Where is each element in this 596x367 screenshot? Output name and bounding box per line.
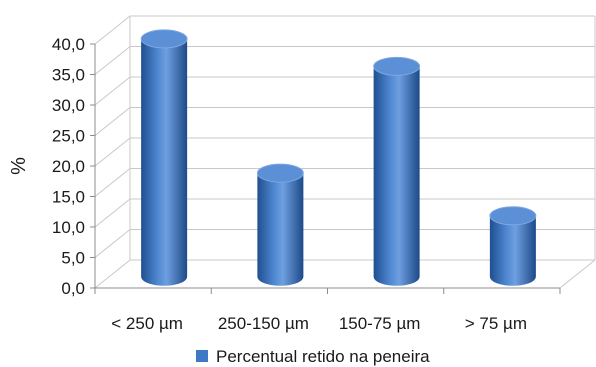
y-tick-label: 15,0 [52, 188, 85, 207]
bar-body [141, 38, 188, 286]
legend: Percentual retido na peneira [196, 347, 430, 366]
grid-line-diagonal [94, 198, 131, 228]
x-category-label: 150-75 µm [339, 314, 421, 333]
y-tick-label: 20,0 [52, 157, 85, 176]
floor-edge [559, 259, 596, 289]
y-tick-label: 5,0 [61, 249, 85, 268]
bar-top [489, 206, 537, 226]
grid-line-diagonal [94, 229, 131, 258]
x-category-label: > 75 µm [465, 314, 527, 333]
bar-top [373, 56, 421, 76]
bar [373, 56, 421, 286]
legend-swatch [196, 350, 208, 362]
grid-line-diagonal [94, 137, 131, 167]
y-tick-label: 40,0 [52, 35, 85, 54]
bar [489, 206, 537, 286]
bars [140, 29, 537, 286]
bar [140, 29, 188, 286]
bar-top [256, 163, 304, 183]
grid-line-diagonal [94, 76, 131, 106]
y-tick-label: 0,0 [61, 279, 85, 298]
x-axis-categories: < 250 µm 250-150 µm 150-75 µm > 75 µm [111, 314, 527, 333]
x-category-label: < 250 µm [111, 314, 183, 333]
bar-body [489, 215, 536, 286]
bar-body [373, 66, 420, 286]
legend-label: Percentual retido na peneira [216, 347, 430, 366]
grid-line-diagonal [94, 46, 131, 75]
y-axis-ticks: 0,0 5,0 10,0 15,0 20,0 25,0 30,0 35,0 40,0 [52, 35, 561, 298]
grid-line-diagonal [94, 15, 131, 45]
grid-line-diagonal [94, 259, 131, 289]
y-tick-label: 30,0 [52, 96, 85, 115]
bar-top [140, 29, 188, 49]
grid [94, 15, 596, 289]
grid-line-diagonal [94, 107, 131, 136]
y-tick-label: 10,0 [52, 218, 85, 237]
y-tick-label: 35,0 [52, 66, 85, 85]
x-category-label: 250-150 µm [218, 314, 309, 333]
bar [256, 163, 304, 286]
grid-line-diagonal [94, 168, 131, 197]
bar-body [257, 173, 304, 286]
y-tick-label: 25,0 [52, 127, 85, 146]
y-axis-title: % [8, 157, 30, 175]
